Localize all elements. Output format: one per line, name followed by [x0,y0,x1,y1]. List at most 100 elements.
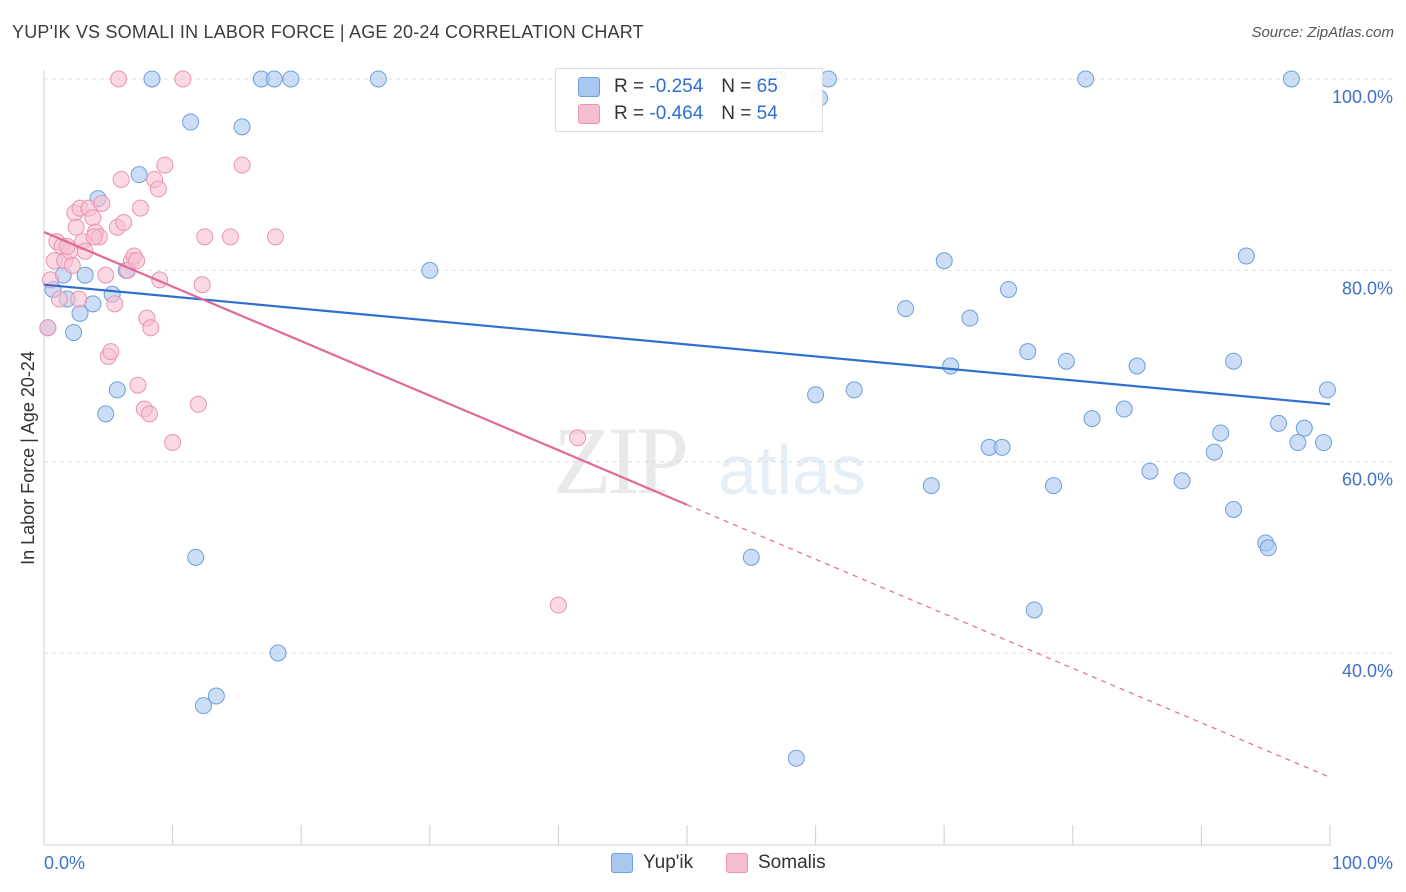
yupik-point [922,477,940,495]
stats-legend: R = -0.254 N = 65 R = -0.464 N = 54 [555,68,823,132]
bottom-legend-somalis: Somalis [726,852,826,874]
yupik-point [1141,462,1159,480]
somalis-point [140,405,158,423]
yupik-point [282,70,300,88]
somalis-point [128,252,146,270]
somalis-point [149,180,167,198]
somalis-point [266,228,284,246]
yupik-point [194,697,212,715]
somalis-swatch [578,104,600,124]
yupik-point [97,405,115,423]
somalis-point [196,228,214,246]
somalis-point [85,228,103,246]
yupik-point [1083,410,1101,428]
yupik-point [1295,419,1313,437]
x-tick-label: 100.0% [1332,853,1393,873]
yupik-point [1128,357,1146,375]
legend-r-label: R = [614,103,645,124]
yupik-point [1115,400,1133,418]
somalis-point [156,156,174,174]
yupik-point [182,113,200,131]
yupik-trend-line [43,283,1331,406]
yupik-point [265,70,283,88]
bottom-yupik-swatch [611,853,633,873]
yupik-point [269,644,287,662]
yupik-point [1289,434,1307,452]
yupik-point [1318,381,1336,399]
somalis-r-value: -0.464 [649,103,704,124]
somalis-point [174,70,192,88]
yupik-point [993,438,1011,456]
legend-n-label: N = [721,76,752,97]
yupik-point [1025,601,1043,619]
somalis-n-value: 54 [756,103,778,124]
somalis-point [112,170,130,188]
yupik-point [1225,501,1243,518]
somalis-point [549,596,567,614]
yupik-point [1212,424,1230,442]
bottom-legend-yupik: Yup'ik [611,852,693,874]
somalis-point [142,319,160,337]
somalis-point [39,319,57,337]
yupik-point [1000,280,1017,298]
yupik-point [935,252,953,270]
yupik-point [1225,352,1243,370]
yupik-point [1270,414,1288,432]
y-axis-title: In Labor Force | Age 20-24 [18,351,38,565]
somalis-point [97,266,115,284]
yupik-point [233,118,251,136]
yupik-point [942,357,960,375]
yupik-point [1077,70,1095,88]
somalis-point [164,434,182,452]
yupik-point [1173,472,1191,490]
somalis-point [189,395,207,413]
somalis-point [70,290,88,308]
yupik-point [1282,70,1300,88]
somalis-point [110,70,128,88]
x-tick-label: 0.0% [44,853,85,873]
yupik-point [807,386,825,404]
somalis-point [233,156,251,174]
yupik-point [742,548,760,566]
yupik-point [1237,247,1255,265]
yupik-point [1205,443,1223,461]
chart-title: YUP'IK VS SOMALI IN LABOR FORCE | AGE 20… [12,22,644,42]
y-tick-label: 40.0% [1342,661,1393,681]
bottom-somalis-label: Somalis [758,852,826,873]
yupik-point [130,166,148,184]
yupik-point [187,548,205,566]
yupik-n-value: 65 [756,76,778,97]
somalis-point [115,214,133,231]
somalis-point [84,209,102,227]
watermark-atlas: atlas [718,431,866,509]
somalis-point [67,218,85,236]
y-tick-label: 80.0% [1342,278,1393,298]
yupik-point [961,309,979,327]
somalis-point [131,199,149,217]
yupik-point [787,749,805,767]
somalis-trend-extension [686,504,1331,778]
yupik-point [65,324,83,342]
yupik-point [1045,477,1063,495]
legend-n-label: N = [721,103,752,124]
yupik-point [1315,434,1333,452]
somalis-point [129,376,147,394]
bottom-yupik-label: Yup'ik [643,852,694,873]
yupik-point [1057,352,1075,370]
somalis-point [193,276,211,294]
yupik-point [369,70,387,88]
somalis-point [50,290,68,308]
yupik-point [421,261,439,279]
source-credit: Source: ZipAtlas.com [1251,24,1394,41]
yupik-point [143,70,161,88]
yupik-r-value: -0.254 [649,76,704,97]
legend-r-label: R = [614,76,645,97]
yupik-point [84,295,102,313]
yupik-point [76,266,94,284]
somalis-point [93,194,111,212]
somalis-point [106,295,124,313]
somalis-point [569,429,587,447]
yupik-point [207,687,225,705]
somalis-trend-line [43,231,688,506]
